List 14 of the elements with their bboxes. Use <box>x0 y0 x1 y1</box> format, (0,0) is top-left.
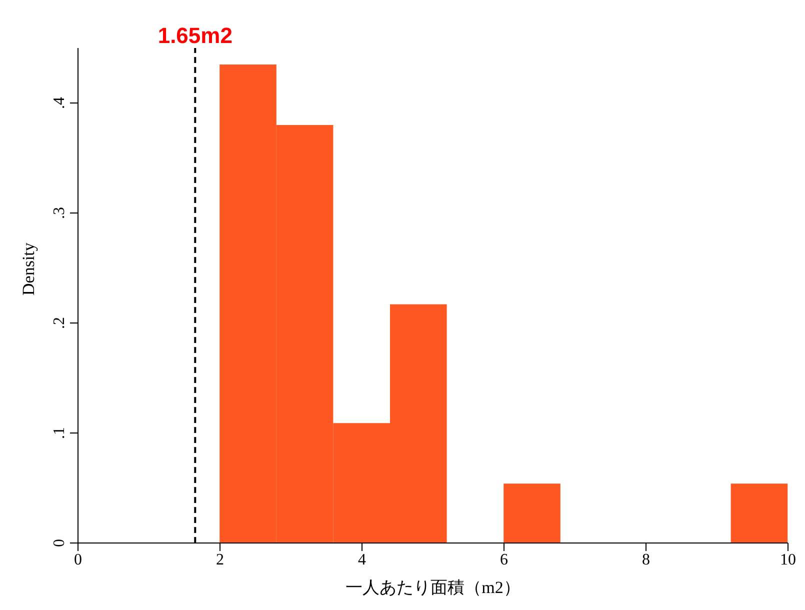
ref-line-label: 1.65m2 <box>158 23 232 48</box>
x-tick-label: 6 <box>500 551 508 568</box>
y-tick-label: .2 <box>51 317 68 329</box>
x-tick-label: 10 <box>780 551 796 568</box>
y-axis-title: Density <box>19 242 38 296</box>
x-axis-title: 一人あたり面積（m2） <box>346 578 520 597</box>
x-tick-label: 4 <box>358 551 366 568</box>
x-tick-label: 8 <box>642 551 650 568</box>
y-tick-label: 0 <box>51 539 68 547</box>
x-tick-label: 2 <box>216 551 224 568</box>
x-tick-label: 0 <box>74 551 82 568</box>
y-tick-label: .4 <box>51 97 68 109</box>
y-tick-label: .3 <box>51 207 68 219</box>
y-tick-label: .1 <box>51 427 68 439</box>
